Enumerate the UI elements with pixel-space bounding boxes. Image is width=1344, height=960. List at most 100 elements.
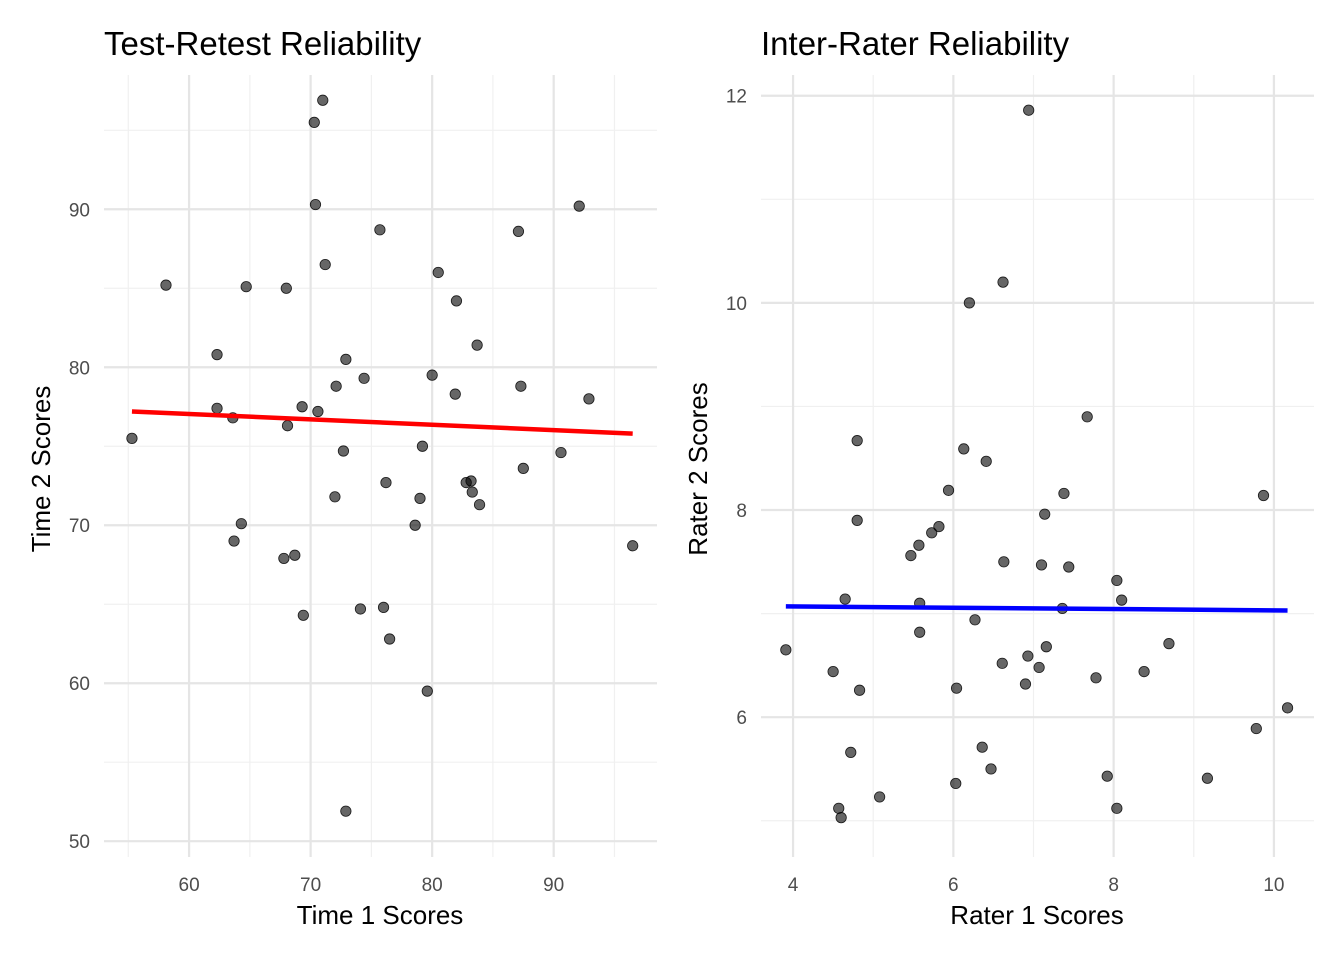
data-point <box>950 777 962 790</box>
data-point <box>278 552 290 565</box>
data-point <box>337 445 350 457</box>
data-point <box>874 791 886 803</box>
data-point <box>997 276 1009 288</box>
x-tick-label: 60 <box>179 875 200 896</box>
data-point <box>449 388 461 400</box>
y-tick-label: 10 <box>726 294 747 315</box>
data-point <box>374 224 386 236</box>
x-tick-label: 6 <box>948 875 959 896</box>
y-tick-label: 50 <box>69 832 90 853</box>
y-tick-label: 6 <box>736 708 747 729</box>
data-point <box>942 484 955 496</box>
data-point <box>958 443 970 455</box>
data-point <box>1201 772 1214 784</box>
data-point <box>1033 661 1045 674</box>
data-point <box>853 684 866 696</box>
x-tick-label: 90 <box>543 875 564 896</box>
y-axis-title: Rater 2 Scores <box>683 382 713 555</box>
data-point <box>1163 638 1175 650</box>
data-point <box>1138 665 1150 678</box>
data-point <box>414 492 426 504</box>
y-axis-title: Time 2 Scores <box>26 386 56 553</box>
x-tick-label: 10 <box>1263 875 1284 896</box>
data-point <box>1022 650 1034 662</box>
data-point <box>998 556 1010 568</box>
panel-test-retest: Test-Retest Reliability 60 70 80 90 50 60 70 80… <box>26 25 657 930</box>
x-axis-title: Rater 1 Scores <box>950 900 1123 930</box>
data-point <box>1116 594 1128 606</box>
y-tick-label: 8 <box>736 501 747 522</box>
data-point <box>240 281 252 293</box>
y-tick-label: 70 <box>69 516 90 537</box>
data-point <box>1101 770 1113 782</box>
data-point <box>1040 641 1052 653</box>
data-point <box>573 200 585 212</box>
data-point <box>384 633 396 645</box>
data-point <box>465 475 477 487</box>
y-tick-label: 90 <box>69 200 90 221</box>
data-point <box>309 198 322 211</box>
data-point <box>969 614 981 626</box>
data-point <box>126 432 138 444</box>
data-point <box>377 601 390 613</box>
data-point <box>1090 672 1102 684</box>
data-point <box>833 802 845 814</box>
trend-line <box>131 409 633 436</box>
data-point <box>583 393 595 405</box>
data-point <box>354 603 367 615</box>
data-point <box>839 593 851 605</box>
data-point <box>466 486 478 498</box>
data-point <box>281 420 294 432</box>
data-point <box>330 380 342 392</box>
data-point <box>827 665 839 678</box>
data-point <box>835 812 847 824</box>
data-point <box>308 116 320 128</box>
data-point <box>996 657 1008 669</box>
data-point <box>1250 722 1262 735</box>
chart-title: Test-Retest Reliability <box>104 25 422 62</box>
data-point <box>1058 487 1070 500</box>
data-point <box>1035 559 1048 571</box>
data-point <box>296 401 308 413</box>
data-point <box>1081 411 1093 423</box>
data-point <box>317 94 329 106</box>
data-point <box>913 539 925 551</box>
data-point <box>426 369 438 381</box>
y-tick-label: 60 <box>69 674 90 695</box>
data-point <box>976 741 988 753</box>
x-axis-title: Time 1 Scores <box>297 900 464 930</box>
data-point <box>1023 104 1035 116</box>
grid <box>761 75 1314 857</box>
x-tick-label: 70 <box>300 875 321 896</box>
panel-inter-rater: Inter-Rater Reliability 4 6 8 10 6 8 10 12 Rate… <box>683 25 1314 930</box>
data-point <box>1019 678 1032 690</box>
data-point <box>329 491 341 503</box>
data-point <box>926 527 938 539</box>
data-point <box>211 349 223 361</box>
data-point <box>512 225 525 237</box>
data-point <box>980 455 992 467</box>
data-point <box>228 535 240 547</box>
regression-line <box>785 604 1288 613</box>
data-point <box>432 266 444 279</box>
data-point <box>471 339 483 351</box>
chart-title: Inter-Rater Reliability <box>761 25 1070 62</box>
data-point <box>950 682 963 694</box>
data-point <box>319 258 331 271</box>
data-point <box>358 372 370 384</box>
data-point <box>380 476 392 489</box>
data-point <box>297 609 309 621</box>
data-point <box>340 353 352 365</box>
data-point <box>1063 561 1075 573</box>
data-point <box>517 462 529 474</box>
data-point <box>416 440 429 452</box>
data-point <box>235 518 247 530</box>
trend-line <box>785 604 1288 613</box>
data-point <box>473 499 486 511</box>
data-point <box>1111 574 1123 587</box>
data-point <box>985 763 997 775</box>
data-point <box>340 805 352 817</box>
data-point <box>851 514 863 526</box>
axis-ticks: 4 6 8 10 6 8 10 12 <box>726 87 1285 896</box>
